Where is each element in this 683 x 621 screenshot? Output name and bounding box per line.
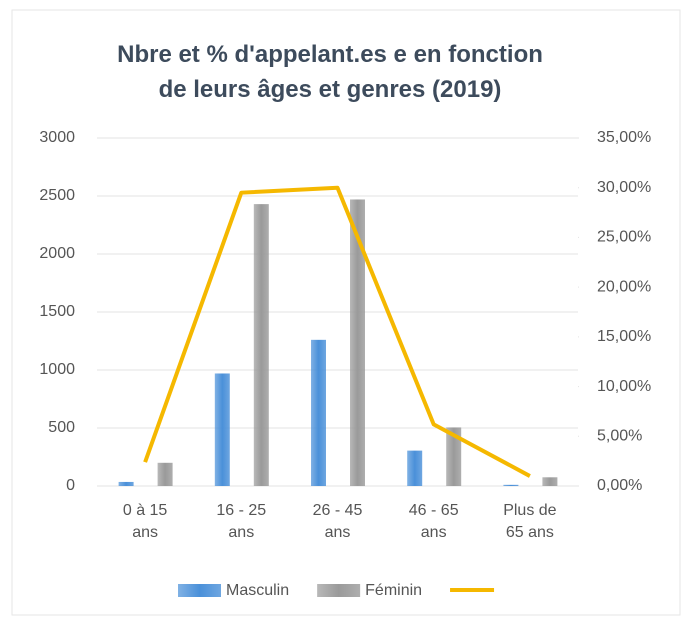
bar (503, 484, 519, 486)
x-tick-label: 46 - 65 ans (408, 502, 459, 541)
legend-swatch (178, 584, 221, 597)
legend-label: Masculin (226, 582, 289, 599)
x-tick-label: 0 à 15 ans (122, 502, 168, 541)
y-tick-label: 1000 (39, 361, 75, 378)
y-tick-label: 3000 (39, 129, 75, 146)
y-tick-label: 1500 (39, 303, 75, 320)
y2-tick-label: 10,00% (597, 378, 651, 395)
y2-tick-label: 5,00% (597, 428, 642, 445)
y-tick-label: 0 (66, 477, 75, 494)
y2-tick-label: 15,00% (597, 328, 651, 345)
line-series (143, 185, 531, 478)
y2-tick-label: 0,00% (597, 477, 642, 494)
x-tick-label: Plus de 65 ans (503, 502, 557, 541)
y2-tick-label: 35,00% (597, 129, 651, 146)
y2-tick-label: 20,00% (597, 278, 651, 295)
bar (446, 427, 462, 486)
bar (214, 373, 230, 486)
bar (118, 481, 134, 486)
y2-tick-label: 25,00% (597, 229, 651, 246)
y2-tick-label: 30,00% (597, 179, 651, 196)
chart-border (11, 9, 681, 616)
x-tick-label: 16 - 25 ans (216, 502, 267, 541)
y-tick-label: 2000 (39, 245, 75, 262)
bar (542, 477, 558, 486)
y-tick-label: 2500 (39, 187, 75, 204)
bar (407, 450, 423, 486)
bar (253, 204, 269, 486)
chart-title: Nbre et % d'appelant.es e en fonction de … (117, 41, 543, 103)
bar (311, 339, 326, 486)
legend-swatch (317, 584, 361, 597)
legend-label: Féminin (365, 582, 422, 599)
y-tick-label: 500 (48, 419, 75, 436)
bar (157, 462, 173, 486)
bar (350, 199, 365, 487)
x-tick-label: 26 - 45 ans (312, 502, 363, 541)
